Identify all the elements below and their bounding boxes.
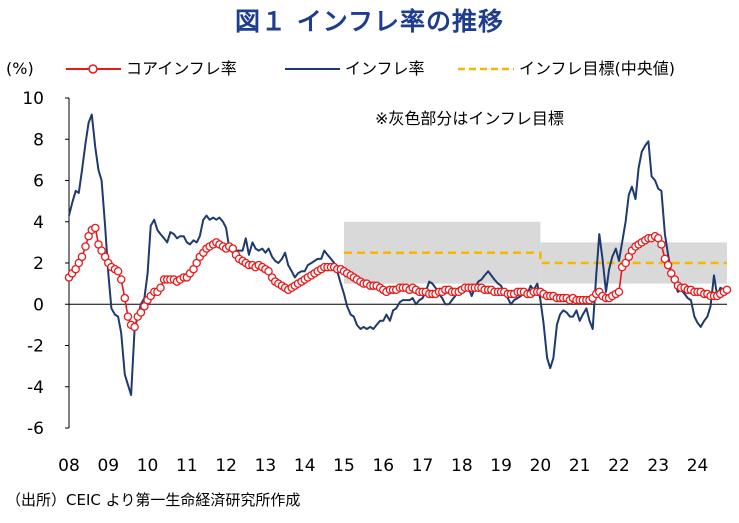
core-inflation-point bbox=[666, 269, 676, 278]
x-tick-label: 24 bbox=[687, 456, 709, 476]
core-inflation-point bbox=[81, 242, 90, 251]
x-tick-label: 20 bbox=[530, 456, 552, 476]
y-tick-label: 6 bbox=[33, 172, 44, 192]
legend-target-label: インフレ目標(中央値) bbox=[519, 59, 675, 78]
core-inflation-point bbox=[113, 266, 123, 276]
x-tick-label: 11 bbox=[176, 456, 198, 476]
y-tick-label: 10 bbox=[22, 89, 44, 109]
core-inflation-point bbox=[614, 287, 624, 297]
x-tick-label: 14 bbox=[294, 456, 316, 476]
core-inflation-point bbox=[663, 260, 673, 270]
x-tick-label: 09 bbox=[97, 456, 119, 476]
source-note: （出所）CEIC より第一生命経済研究所作成 bbox=[6, 491, 301, 509]
core-inflation-point bbox=[97, 246, 106, 255]
x-tick-label: 19 bbox=[490, 456, 512, 476]
legend-headline-label: インフレ率 bbox=[345, 59, 425, 78]
x-tick-label: 21 bbox=[569, 456, 591, 476]
headline-inflation-line bbox=[68, 113, 727, 396]
core-inflation-point bbox=[120, 293, 130, 303]
y-tick-label: -6 bbox=[27, 419, 44, 439]
target-median-line bbox=[344, 251, 727, 265]
core-inflation-point bbox=[657, 240, 666, 249]
core-inflation-point bbox=[116, 275, 126, 284]
y-tick-label: -4 bbox=[27, 378, 44, 398]
chart-title: 図１ インフレ率の推移 bbox=[235, 7, 504, 36]
legend-core-label: コアインフレ率 bbox=[126, 59, 237, 78]
y-tick-label: 0 bbox=[33, 295, 44, 315]
x-tick-label: 18 bbox=[451, 456, 473, 476]
x-tick-label: 17 bbox=[412, 456, 434, 476]
x-tick-label: 22 bbox=[608, 456, 630, 476]
legend: (%) コアインフレ率 インフレ率 インフレ目標(中央値) bbox=[6, 59, 675, 78]
legend-core-marker bbox=[88, 64, 98, 74]
series-layer bbox=[64, 113, 732, 396]
core-inflation-point bbox=[722, 285, 732, 295]
x-tick-label: 16 bbox=[372, 456, 394, 476]
y-tick-label: 2 bbox=[33, 254, 44, 274]
y-tick-label: 8 bbox=[33, 130, 44, 150]
target-annotation: ※灰色部分はインフレ目標 bbox=[375, 109, 564, 128]
x-tick-label: 23 bbox=[647, 456, 669, 476]
x-tick-label: 10 bbox=[137, 456, 159, 476]
core-inflation-point bbox=[136, 308, 146, 317]
y-tick-label: 4 bbox=[33, 213, 44, 233]
core-inflation-point bbox=[130, 322, 139, 332]
core-inflation-point bbox=[264, 266, 273, 276]
unit-label: (%) bbox=[6, 59, 34, 78]
y-tick-label: -2 bbox=[27, 337, 44, 357]
core-inflation-point bbox=[156, 283, 165, 292]
core-inflation-point bbox=[123, 312, 133, 321]
x-tick-label: 13 bbox=[255, 456, 277, 476]
x-tick-label: 08 bbox=[58, 456, 80, 476]
core-inflation-point bbox=[77, 252, 87, 262]
x-tick-label: 15 bbox=[333, 456, 355, 476]
core-inflation-point bbox=[91, 223, 100, 233]
x-tick-label: 12 bbox=[215, 456, 237, 476]
